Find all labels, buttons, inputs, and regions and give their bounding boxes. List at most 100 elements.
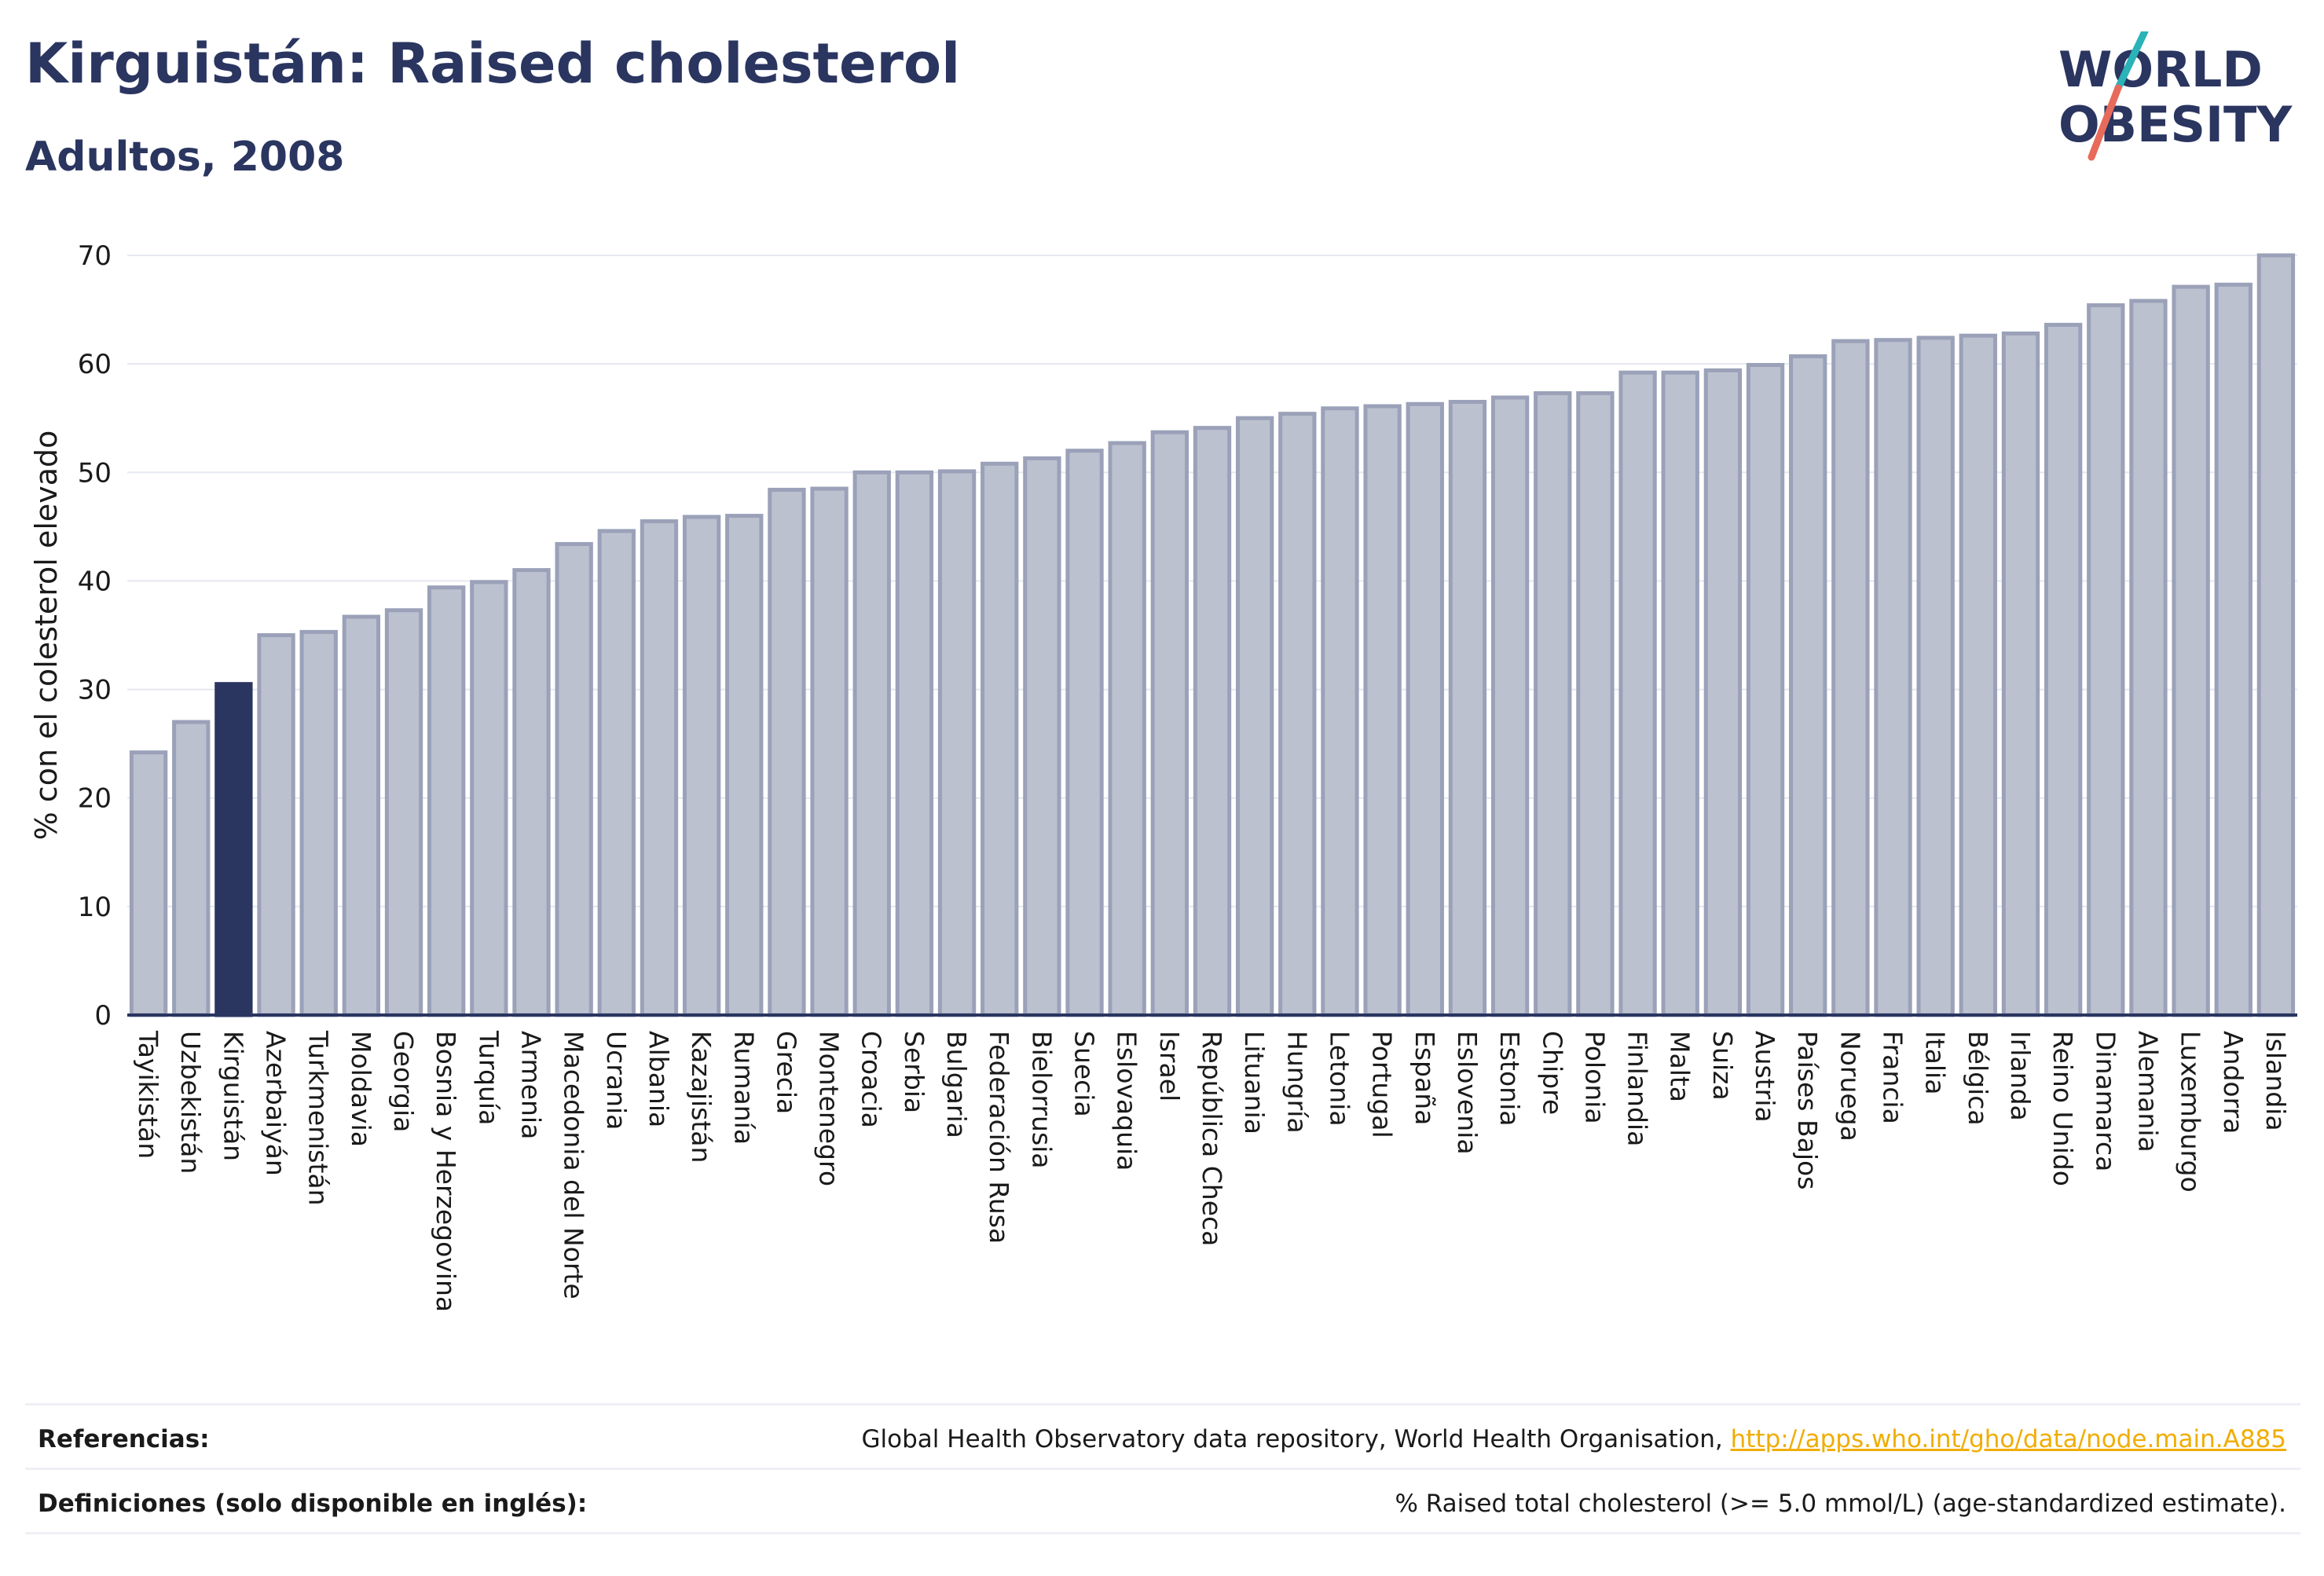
y-tick-label: 30: [78, 675, 112, 706]
x-tick-labels: Tayikistán Uzbekistán Kirguistán Azerbaiyán…: [133, 1030, 2291, 1312]
bar: [342, 614, 381, 1017]
x-tick-label: Serbia: [899, 1031, 929, 1113]
bar: [640, 519, 679, 1017]
x-tick-label: Malta: [1665, 1031, 1695, 1102]
x-tick-label: España: [1409, 1031, 1440, 1125]
x-tick-label: Tayikistán: [133, 1030, 163, 1159]
x-tick-label: Montenegro: [814, 1031, 845, 1186]
x-tick-label: Alemania: [2132, 1031, 2163, 1153]
bar: [1661, 370, 1699, 1017]
bar: [2087, 303, 2125, 1017]
y-tick-label: 60: [78, 349, 112, 380]
bar: [1363, 404, 1402, 1017]
bar: [597, 529, 636, 1017]
x-tick-label: Turquía: [473, 1030, 504, 1125]
x-tick-label: Azerbaiyán: [261, 1031, 291, 1176]
y-tick-label: 0: [94, 1000, 112, 1032]
x-tick-label: Bosnia y Herzegovina: [431, 1031, 461, 1312]
footer-divider: [25, 1403, 2300, 1406]
x-tick-label: Islandia: [2260, 1031, 2291, 1131]
bar: [1618, 370, 1657, 1017]
bar: [1916, 335, 1955, 1017]
bar: [1874, 338, 1912, 1017]
x-tick-label: Albania: [643, 1031, 674, 1127]
x-tick-label: Estonia: [1494, 1031, 1525, 1126]
y-tick-label: 40: [78, 566, 112, 597]
bar: [427, 585, 466, 1017]
y-tick-label: 70: [78, 240, 112, 272]
x-tick-label: Países Bajos: [1792, 1031, 1823, 1189]
x-tick-label: República Checa: [1197, 1031, 1227, 1246]
bar-highlighted: [214, 682, 253, 1017]
x-tick-label: Francia: [1878, 1031, 1908, 1124]
bar: [1959, 333, 1997, 1017]
x-tick-label: Irlanda: [2005, 1031, 2036, 1121]
chart-title: Kirguistán: Raised cholesterol: [25, 31, 961, 96]
footer-divider: [25, 1468, 2300, 1470]
bar: [1278, 412, 1317, 1017]
x-tick-label: Italia: [1920, 1031, 1951, 1094]
bar: [512, 568, 551, 1017]
bar: [2001, 331, 2040, 1017]
bar: [981, 461, 1019, 1017]
x-tick-label: Turkmenistán: [303, 1030, 334, 1206]
x-tick-label: Reino Unido: [2047, 1031, 2078, 1186]
y-tick-label: 20: [78, 783, 112, 815]
x-tick-label: Kirguistán: [218, 1031, 248, 1161]
bars: [129, 253, 2296, 1017]
x-tick-label: Moldavia: [346, 1031, 376, 1147]
chart-subtitle: Adultos, 2008: [25, 134, 345, 181]
world-obesity-logo: WORLD OBESITY: [2058, 31, 2293, 161]
bar: [682, 515, 721, 1017]
bar: [810, 486, 849, 1017]
bar: [1831, 339, 1870, 1017]
x-tick-label: Lituania: [1239, 1031, 1270, 1134]
bar: [2044, 322, 2083, 1017]
bar: [257, 633, 295, 1017]
x-tick-label: Hungría: [1281, 1031, 1312, 1134]
bar: [384, 608, 423, 1017]
references-label: Referencias:: [38, 1425, 210, 1453]
x-tick-label: Federación Rusa: [984, 1031, 1014, 1244]
x-tick-label: Bélgica: [1963, 1031, 1993, 1126]
x-tick-label: Luxemburgo: [2176, 1031, 2206, 1193]
bar: [1150, 430, 1189, 1017]
bar-chart: 0 10 20 30 40 50 60 70 Tayikistán Uzbekistán Kirg…: [29, 240, 2297, 1312]
bar: [1235, 416, 1274, 1017]
bar: [1108, 441, 1146, 1017]
bar: [852, 470, 891, 1017]
bar: [725, 514, 764, 1017]
references-link[interactable]: http://apps.who.int/gho/data/node.main.A…: [1730, 1425, 2286, 1453]
x-tick-label: Uzbekistán: [175, 1031, 206, 1174]
bar: [555, 541, 593, 1017]
bar: [1321, 406, 1359, 1017]
x-tick-label: Bielorrusia: [1026, 1031, 1057, 1169]
x-tick-label: Ucrania: [601, 1031, 632, 1130]
x-tick-label: Eslovaquia: [1112, 1031, 1142, 1171]
bar: [1065, 449, 1104, 1017]
x-tick-label: Eslovenia: [1452, 1031, 1483, 1155]
x-tick-label: Armenia: [515, 1031, 546, 1139]
bar: [2172, 284, 2210, 1017]
bar: [1534, 390, 1572, 1017]
x-tick-label: Croacia: [856, 1031, 887, 1128]
x-tick-label: Bulgaria: [941, 1031, 972, 1138]
x-tick-label: Macedonia del Norte: [559, 1031, 589, 1299]
bar: [1023, 456, 1061, 1017]
footer-divider: [25, 1532, 2300, 1534]
bar: [768, 487, 806, 1017]
y-tick-label: 10: [78, 892, 112, 923]
definitions-label: Definiciones (solo disponible en inglés)…: [38, 1490, 588, 1518]
x-tick-label: Portugal: [1367, 1031, 1398, 1138]
bar: [1406, 401, 1444, 1017]
x-tick-label: Polonia: [1579, 1031, 1610, 1124]
definitions-text: % Raised total cholesterol (>= 5.0 mmol/…: [1395, 1490, 2286, 1518]
y-tick-label: 50: [78, 457, 112, 489]
x-tick-label: Suecia: [1069, 1031, 1100, 1117]
bar: [895, 470, 934, 1017]
y-tick-labels: 0 10 20 30 40 50 60 70: [78, 240, 112, 1032]
bar: [299, 629, 338, 1017]
x-tick-label: Suiza: [1707, 1031, 1738, 1101]
bar: [1789, 354, 1827, 1017]
bar: [1490, 395, 1530, 1017]
